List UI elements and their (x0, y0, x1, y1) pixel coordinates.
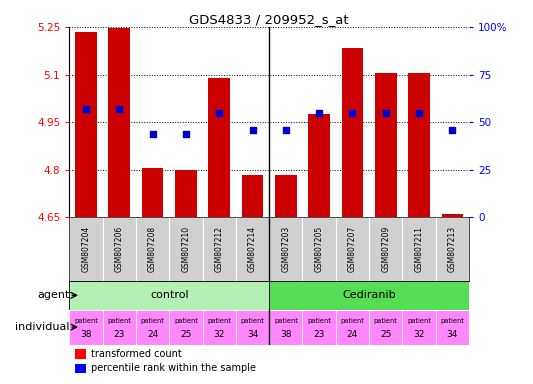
Bar (69, 310, 102, 344)
Bar (102, 217, 136, 281)
Bar (269, 217, 303, 281)
Point (448, 127, 457, 133)
Point (115, 106, 124, 112)
Text: 24: 24 (147, 330, 158, 339)
Text: 24: 24 (347, 330, 358, 339)
Bar (203, 310, 236, 344)
Text: GSM807205: GSM807205 (314, 226, 324, 272)
Text: GSM807210: GSM807210 (181, 226, 190, 272)
Bar (142, 168, 164, 217)
Bar (169, 217, 203, 281)
Point (281, 127, 290, 133)
Bar (102, 310, 136, 344)
Text: control: control (150, 290, 189, 300)
Bar (169, 310, 203, 344)
Bar (136, 310, 169, 344)
Bar (369, 310, 402, 344)
Text: GSM807212: GSM807212 (215, 226, 224, 272)
Text: 34: 34 (447, 330, 458, 339)
Bar (269, 310, 303, 344)
Text: GSM807208: GSM807208 (148, 226, 157, 272)
Text: GSM807207: GSM807207 (348, 226, 357, 272)
Bar (441, 214, 463, 217)
Text: patient: patient (274, 318, 298, 324)
Text: patient: patient (240, 318, 264, 324)
Text: 23: 23 (114, 330, 125, 339)
Bar (369, 217, 402, 281)
Text: 25: 25 (380, 330, 391, 339)
Point (82, 106, 90, 112)
Bar (303, 310, 336, 344)
Bar (402, 217, 436, 281)
Text: 38: 38 (80, 330, 92, 339)
Point (148, 131, 157, 137)
Text: GSM807209: GSM807209 (381, 226, 390, 272)
Text: patient: patient (407, 318, 431, 324)
Bar (69, 281, 269, 310)
Bar (241, 175, 263, 217)
Text: individual: individual (15, 322, 69, 332)
Text: patient: patient (207, 318, 231, 324)
Text: patient: patient (374, 318, 398, 324)
Bar (203, 217, 236, 281)
Bar (208, 78, 230, 217)
Bar (402, 310, 436, 344)
Text: GSM807206: GSM807206 (115, 226, 124, 272)
Point (182, 131, 190, 137)
Text: agent: agent (37, 290, 69, 300)
Bar (75, 364, 86, 373)
Text: patient: patient (307, 318, 331, 324)
Text: 32: 32 (214, 330, 225, 339)
Text: GSM807211: GSM807211 (415, 226, 424, 272)
Bar (375, 73, 397, 217)
Text: GSM807204: GSM807204 (82, 226, 91, 272)
Bar (336, 310, 369, 344)
Bar (408, 73, 430, 217)
Text: patient: patient (440, 318, 464, 324)
Bar (436, 217, 469, 281)
Text: 25: 25 (180, 330, 191, 339)
Bar (275, 175, 297, 217)
Point (348, 109, 357, 116)
Point (215, 109, 223, 116)
Point (382, 109, 390, 116)
Text: GSM807203: GSM807203 (281, 226, 290, 272)
Text: 38: 38 (280, 330, 292, 339)
Text: patient: patient (174, 318, 198, 324)
Bar (236, 310, 269, 344)
Bar (175, 170, 197, 217)
Text: Cediranib: Cediranib (342, 290, 396, 300)
Text: patient: patient (141, 318, 165, 324)
Bar (342, 48, 364, 217)
Bar (236, 217, 269, 281)
Bar (108, 28, 130, 217)
Text: patient: patient (107, 318, 131, 324)
Bar (269, 281, 469, 310)
Bar (308, 114, 330, 217)
Point (315, 109, 324, 116)
Text: percentile rank within the sample: percentile rank within the sample (91, 363, 256, 373)
Bar (303, 217, 336, 281)
Text: transformed count: transformed count (91, 349, 182, 359)
Text: GSM807214: GSM807214 (248, 226, 257, 272)
Point (248, 127, 257, 133)
Title: GDS4833 / 209952_s_at: GDS4833 / 209952_s_at (189, 13, 349, 26)
Bar (436, 310, 469, 344)
Bar (136, 217, 169, 281)
Text: 34: 34 (247, 330, 258, 339)
Text: patient: patient (341, 318, 365, 324)
Point (415, 109, 423, 116)
Text: 32: 32 (414, 330, 425, 339)
Text: patient: patient (74, 318, 98, 324)
Bar (75, 31, 97, 217)
Text: 23: 23 (313, 330, 325, 339)
Bar (75, 349, 86, 359)
Text: GSM807213: GSM807213 (448, 226, 457, 272)
Bar (336, 217, 369, 281)
Bar (69, 217, 102, 281)
